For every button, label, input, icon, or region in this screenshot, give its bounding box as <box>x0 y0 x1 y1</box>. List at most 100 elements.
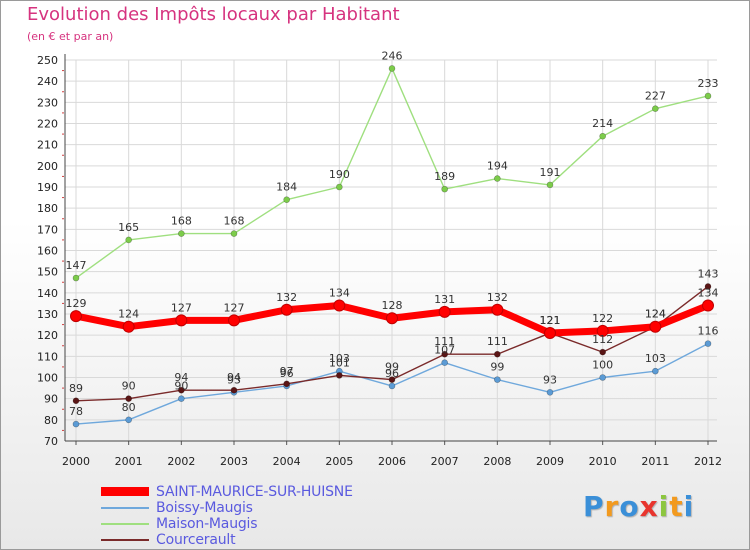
point-courcerault <box>599 348 606 356</box>
x-tick-label: 2010 <box>589 455 617 468</box>
data-label-saint-maurice-sur-huisne: 122 <box>592 312 613 325</box>
data-label-courcerault: 99 <box>385 361 399 374</box>
data-label-saint-maurice-sur-huisne: 132 <box>276 291 297 304</box>
point-saint-maurice-sur-huisne <box>386 312 398 325</box>
point-courcerault <box>125 395 132 402</box>
y-tick-label: 130 <box>37 308 58 321</box>
data-label-saint-maurice-sur-huisne: 121 <box>540 314 561 327</box>
point-saint-maurice-sur-huisne <box>649 320 662 333</box>
y-tick-label: 210 <box>37 139 58 152</box>
point-saint-maurice-sur-huisne <box>175 314 188 327</box>
point-saint-maurice-sur-huisne <box>438 305 451 318</box>
data-label-boissy-maugis: 96 <box>280 367 294 380</box>
point-saint-maurice-sur-huisne <box>544 327 556 340</box>
point-saint-maurice-sur-huisne <box>280 303 293 316</box>
data-label-maison-maugis: 190 <box>329 168 350 181</box>
point-maison-maugis <box>494 175 501 182</box>
data-label-maison-maugis: 165 <box>118 221 139 234</box>
legend-label: Boissy-Maugis <box>156 500 253 516</box>
point-boissy-maugis <box>125 416 132 424</box>
data-label-boissy-maugis: 100 <box>592 359 613 372</box>
data-label-maison-maugis: 233 <box>698 77 719 90</box>
point-courcerault <box>72 397 80 405</box>
data-label-saint-maurice-sur-huisne: 128 <box>382 299 403 312</box>
x-tick-label: 2012 <box>694 455 722 468</box>
point-maison-maugis <box>72 274 80 282</box>
data-label-boissy-maugis: 90 <box>174 380 188 393</box>
point-maison-maugis <box>388 65 396 72</box>
y-tick-label: 170 <box>37 223 58 236</box>
data-label-saint-maurice-sur-huisne: 124 <box>118 308 139 321</box>
point-saint-maurice-sur-huisne <box>702 299 714 312</box>
point-boissy-maugis <box>704 340 712 347</box>
legend-swatch <box>101 487 149 496</box>
y-tick-label: 250 <box>37 54 58 67</box>
point-maison-maugis <box>336 183 343 191</box>
x-tick-label: 2000 <box>62 455 90 468</box>
x-tick-label: 2009 <box>536 455 564 468</box>
legend-label: SAINT-MAURICE-SUR-HUISNE <box>156 484 353 500</box>
data-label-maison-maugis: 246 <box>382 49 403 62</box>
data-label-saint-maurice-sur-huisne: 127 <box>224 301 245 314</box>
x-tick-label: 2007 <box>431 455 459 468</box>
y-tick-label: 110 <box>37 350 58 363</box>
point-saint-maurice-sur-huisne <box>122 320 135 333</box>
data-label-courcerault: 101 <box>329 356 350 369</box>
data-label-boissy-maugis: 96 <box>385 367 399 380</box>
x-tick-label: 2005 <box>325 455 353 468</box>
logo-letter: P <box>583 490 605 523</box>
chart-title: Evolution des Impôts locaux par Habitant <box>27 4 400 25</box>
point-maison-maugis <box>546 181 554 189</box>
point-boissy-maugis <box>388 382 396 390</box>
grid <box>65 59 717 442</box>
y-tick-label: 80 <box>44 414 58 427</box>
data-label-courcerault: 111 <box>434 335 455 348</box>
data-label-saint-maurice-sur-huisne: 127 <box>171 301 192 314</box>
legend-swatch <box>101 523 149 525</box>
x-tick-label: 2002 <box>167 455 195 468</box>
point-saint-maurice-sur-huisne <box>596 324 609 337</box>
data-label-maison-maugis: 227 <box>645 90 666 103</box>
logo-letter: i <box>683 490 695 523</box>
data-label-courcerault: 97 <box>280 365 294 378</box>
point-courcerault <box>178 386 185 394</box>
y-tick-label: 150 <box>37 266 58 279</box>
point-boissy-maugis <box>494 376 501 383</box>
data-label-maison-maugis: 191 <box>540 166 561 179</box>
point-courcerault <box>494 350 501 358</box>
point-saint-maurice-sur-huisne <box>491 303 504 316</box>
data-label-maison-maugis: 189 <box>434 170 455 183</box>
point-saint-maurice-sur-huisne <box>333 299 346 312</box>
point-maison-maugis <box>178 230 185 237</box>
point-maison-maugis <box>283 196 290 203</box>
legend-label: Maison-Maugis <box>156 516 258 532</box>
point-saint-maurice-sur-huisne <box>70 310 82 323</box>
point-maison-maugis <box>599 132 606 140</box>
point-maison-maugis <box>230 230 238 237</box>
point-boissy-maugis <box>546 389 554 396</box>
data-label-maison-maugis: 214 <box>592 117 613 130</box>
data-label-boissy-maugis: 78 <box>69 405 83 418</box>
point-courcerault <box>388 376 396 383</box>
point-maison-maugis <box>441 185 448 193</box>
data-label-saint-maurice-sur-huisne: 131 <box>434 293 455 306</box>
legend-swatch <box>101 539 149 541</box>
chart-subtitle: (en € et par an) <box>27 30 114 43</box>
data-label-courcerault: 124 <box>645 308 666 321</box>
y-tick-label: 120 <box>37 329 58 342</box>
data-labels: 78 80 90 93 96 103 96 107 99 93 100 103 116 147 165 168… <box>66 49 719 418</box>
point-maison-maugis <box>704 92 712 100</box>
data-label-courcerault: 121 <box>540 314 561 327</box>
data-label-courcerault: 94 <box>227 371 241 384</box>
y-tick-label: 140 <box>37 287 58 300</box>
x-tick-label: 2006 <box>378 455 406 468</box>
data-label-boissy-maugis: 103 <box>329 352 350 365</box>
y-tick-label: 90 <box>44 393 58 406</box>
point-courcerault <box>283 380 290 388</box>
data-label-boissy-maugis: 103 <box>645 352 666 365</box>
tick-labels: 7080901001101201301401501601701801902002… <box>37 54 722 468</box>
point-boissy-maugis <box>72 420 80 428</box>
legend-label: Courcerault <box>156 532 236 548</box>
x-tick-label: 2001 <box>115 455 143 468</box>
